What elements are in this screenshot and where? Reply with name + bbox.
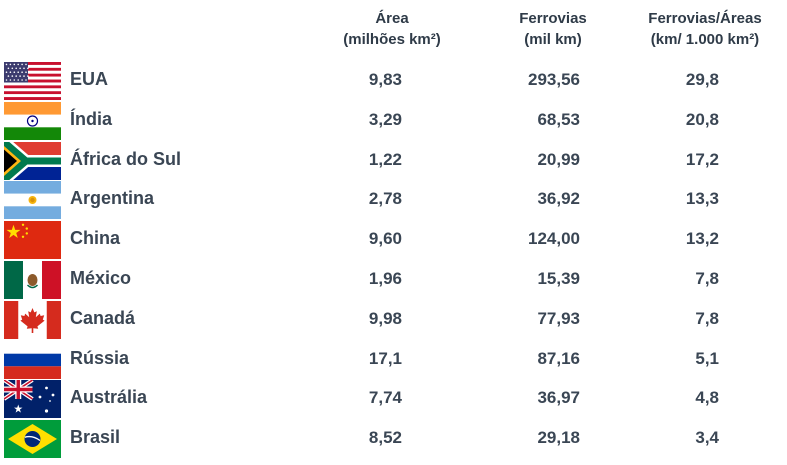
table-row: Rússia 17,1 87,16 5,1 bbox=[0, 340, 787, 380]
area-value: 2,78 bbox=[368, 189, 402, 209]
railways-value: 36,97 bbox=[537, 388, 580, 408]
density-value: 4,8 bbox=[695, 388, 719, 408]
density-value: 13,2 bbox=[685, 229, 719, 249]
area-value: 9,98 bbox=[368, 308, 402, 328]
header-railways-line2: (mil km) bbox=[524, 31, 582, 48]
density-value: 17,2 bbox=[685, 149, 719, 169]
railways-value: 20,99 bbox=[537, 149, 580, 169]
usa-flag bbox=[4, 62, 61, 100]
railways-value: 29,18 bbox=[537, 428, 580, 448]
density-value: 13,3 bbox=[685, 189, 719, 209]
table-row: Brasil 8,52 29,18 3,4 bbox=[0, 419, 787, 459]
table-row: Austrália 7,74 36,97 4,8 bbox=[0, 379, 787, 419]
canada-flag bbox=[4, 300, 61, 339]
area-value: 17,1 bbox=[368, 348, 402, 368]
density-value: 7,8 bbox=[695, 269, 719, 288]
country-name: Rússia bbox=[70, 347, 130, 368]
header-railways: Ferrovias (mil km) bbox=[488, 8, 618, 50]
railways-value: 68,53 bbox=[537, 109, 580, 129]
russia-flag bbox=[4, 340, 61, 379]
country-name: Canadá bbox=[70, 307, 136, 328]
india-flag bbox=[4, 101, 61, 140]
density-value: 5,1 bbox=[695, 348, 719, 368]
table-row: EUA 9,83 293,56 29,8 bbox=[0, 61, 787, 101]
country-name: Austrália bbox=[70, 387, 148, 408]
header-density-line1: Ferrovias/Áreas bbox=[648, 10, 762, 27]
country-name: México bbox=[70, 268, 132, 288]
australia-flag bbox=[4, 380, 61, 419]
area-value: 7,74 bbox=[368, 388, 402, 408]
table-row: Canadá 9,98 77,93 7,8 bbox=[0, 300, 787, 340]
area-value: 1,96 bbox=[368, 269, 402, 288]
table-row: África do Sul 1,22 20,99 17,2 bbox=[0, 141, 787, 181]
area-value: 3,29 bbox=[368, 109, 402, 129]
header-area-line2: (milhões km²) bbox=[343, 31, 441, 48]
header-area: Área (milhões km²) bbox=[322, 8, 462, 50]
railways-value: 15,39 bbox=[537, 269, 580, 288]
table-row: Argentina 2,78 36,92 13,3 bbox=[0, 180, 787, 220]
brazil-flag bbox=[4, 420, 61, 459]
china-flag bbox=[4, 221, 61, 260]
area-value: 9,83 bbox=[368, 70, 402, 89]
density-value: 20,8 bbox=[685, 109, 719, 129]
railways-value: 77,93 bbox=[537, 308, 580, 328]
header-density: Ferrovias/Áreas (km/ 1.000 km²) bbox=[630, 8, 780, 50]
table-row: Índia 3,29 68,53 20,8 bbox=[0, 101, 787, 141]
railways-value: 36,92 bbox=[537, 189, 580, 209]
header-density-line2: (km/ 1.000 km²) bbox=[650, 31, 760, 48]
mexico-flag bbox=[4, 261, 61, 299]
density-value: 7,8 bbox=[695, 308, 719, 328]
area-value: 8,52 bbox=[368, 428, 402, 448]
country-name: EUA bbox=[70, 69, 109, 89]
country-name: China bbox=[70, 228, 121, 249]
header-railways-line1: Ferrovias bbox=[519, 10, 587, 27]
argentina-flag bbox=[4, 181, 61, 220]
country-name: Brasil bbox=[70, 427, 121, 448]
area-value: 1,22 bbox=[368, 149, 402, 169]
country-name: Argentina bbox=[70, 188, 155, 209]
density-value: 29,8 bbox=[685, 70, 719, 89]
south-africa-flag bbox=[4, 141, 61, 180]
header-area-line1: Área bbox=[375, 10, 409, 27]
railways-value: 124,00 bbox=[528, 229, 580, 249]
density-value: 3,4 bbox=[695, 428, 719, 448]
table-row: México 1,96 15,39 7,8 bbox=[0, 260, 787, 300]
country-name: Índia bbox=[70, 108, 113, 129]
table-row: China 9,60 124,00 13,2 bbox=[0, 220, 787, 260]
area-value: 9,60 bbox=[368, 229, 402, 249]
railways-value: 87,16 bbox=[537, 348, 580, 368]
railways-value: 293,56 bbox=[528, 70, 580, 89]
country-name: África do Sul bbox=[70, 148, 182, 169]
